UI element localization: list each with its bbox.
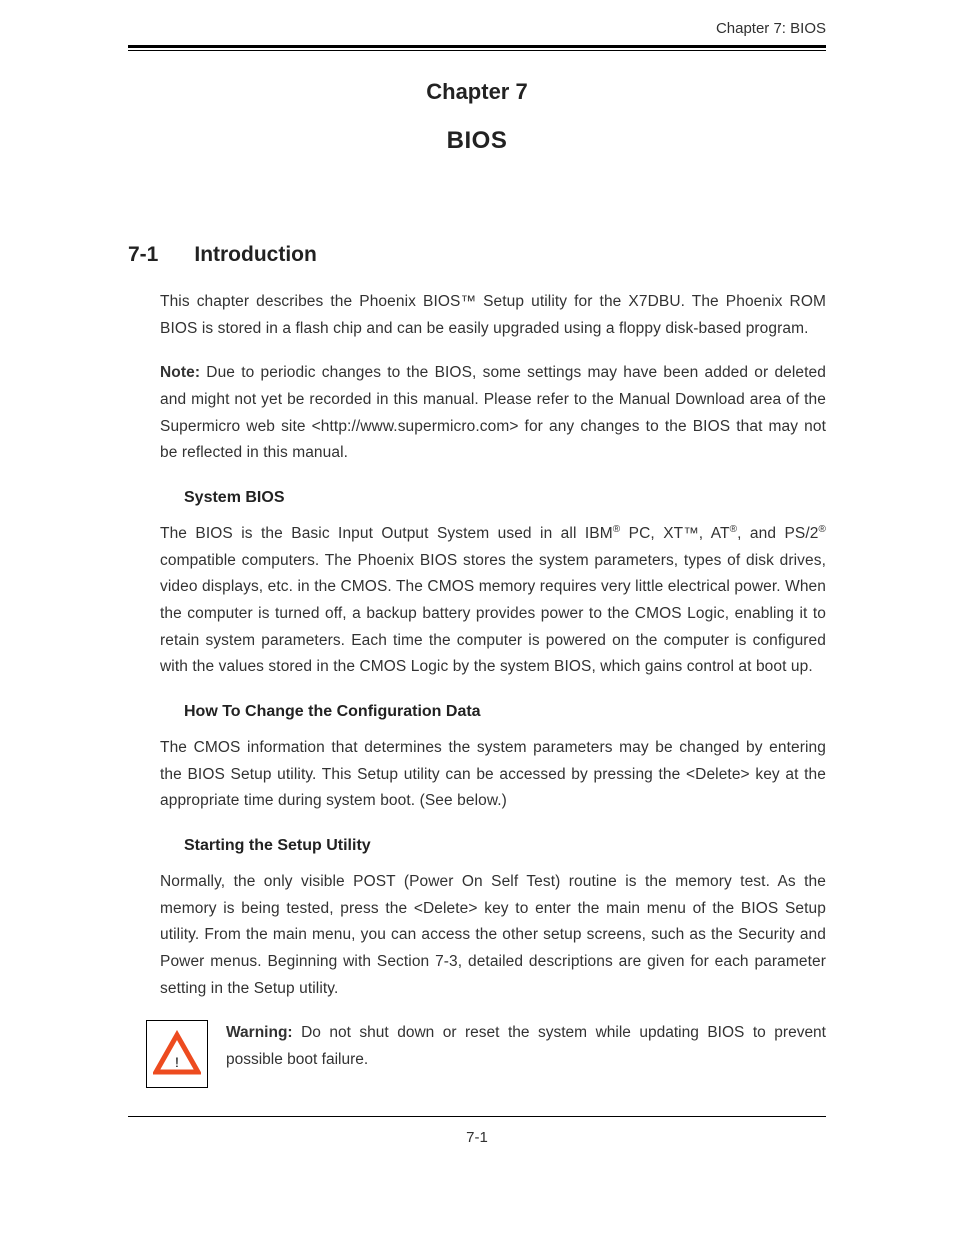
chapter-number: Chapter 7 <box>128 79 826 105</box>
text-fragment: The BIOS is the Basic Input Output Syste… <box>160 525 613 542</box>
warning-block: ! Warning: Do not shut down or reset the… <box>128 1020 826 1088</box>
starting-setup-paragraph: Normally, the only visible POST (Power O… <box>128 869 826 1002</box>
intro-paragraph: This chapter describes the Phoenix BIOS™… <box>128 289 826 342</box>
section-heading: 7-1 Introduction <box>128 243 826 267</box>
note-paragraph: Note: Due to periodic changes to the BIO… <box>128 360 826 467</box>
warning-triangle-icon: ! <box>153 1030 201 1078</box>
warning-text: Warning: Do not shut down or reset the s… <box>226 1020 826 1073</box>
note-label: Note: <box>160 364 200 381</box>
header-rule <box>128 45 826 51</box>
warning-icon-frame: ! <box>146 1020 208 1088</box>
text-fragment: , and PS/2 <box>737 525 818 542</box>
section-title: Introduction <box>194 243 316 267</box>
warning-exclamation: ! <box>175 1054 179 1070</box>
document-page: Chapter 7: BIOS Chapter 7 BIOS 7-1 Intro… <box>0 0 954 1186</box>
footer-rule <box>128 1116 826 1117</box>
subhead-starting-setup: Starting the Setup Utility <box>128 837 826 855</box>
note-text: Due to periodic changes to the BIOS, som… <box>160 364 826 461</box>
warning-body: Do not shut down or reset the system whi… <box>226 1024 826 1068</box>
running-header: Chapter 7: BIOS <box>128 20 826 45</box>
subhead-system-bios: System BIOS <box>128 489 826 507</box>
subhead-change-config: How To Change the Configuration Data <box>128 703 826 721</box>
chapter-title: BIOS <box>128 127 826 155</box>
warning-label: Warning: <box>226 1024 293 1041</box>
registered-mark: ® <box>818 524 826 535</box>
section-number: 7-1 <box>128 243 158 267</box>
page-number: 7-1 <box>128 1129 826 1146</box>
registered-mark: ® <box>730 524 738 535</box>
text-fragment: PC, XT™, AT <box>620 525 729 542</box>
system-bios-paragraph: The BIOS is the Basic Input Output Syste… <box>128 521 826 681</box>
change-config-paragraph: The CMOS information that determines the… <box>128 735 826 815</box>
text-fragment: compatible computers. The Phoenix BIOS s… <box>160 552 826 676</box>
